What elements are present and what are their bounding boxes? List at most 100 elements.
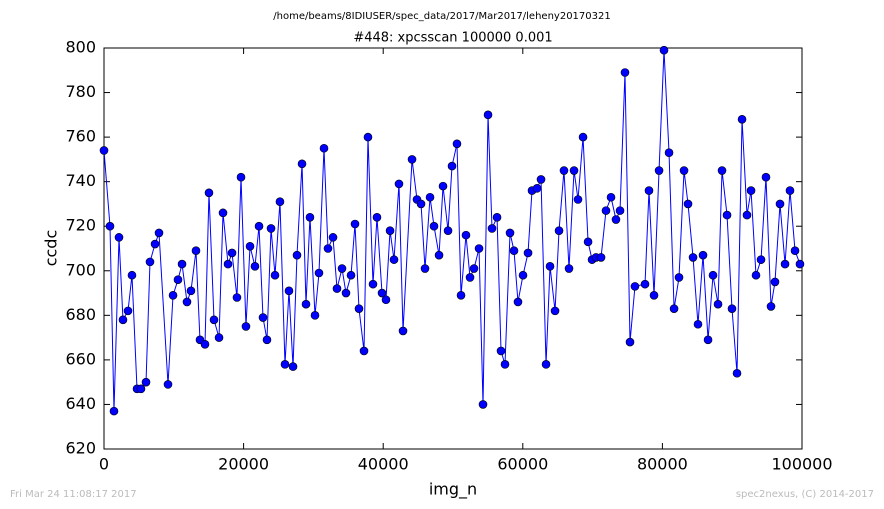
data-point xyxy=(266,224,276,233)
data-point xyxy=(118,315,128,325)
data-point xyxy=(708,270,718,280)
data-point xyxy=(284,286,294,296)
data-point xyxy=(359,346,369,356)
suptitle: /home/beams/8IDIUSER/spec_data/2017/Mar2… xyxy=(273,11,610,22)
data-point xyxy=(385,226,395,235)
data-point xyxy=(615,206,625,215)
data-point xyxy=(232,293,242,302)
data-point xyxy=(461,230,471,240)
data-point xyxy=(654,166,664,175)
x-axis-label: img_n xyxy=(429,480,477,500)
data-point xyxy=(323,244,333,253)
data-point xyxy=(683,199,693,209)
footer-left: Fri Mar 24 11:08:17 2017 xyxy=(10,489,137,500)
data-point xyxy=(554,226,564,235)
data-point xyxy=(114,233,124,242)
data-point xyxy=(474,244,484,253)
data-point xyxy=(469,264,479,273)
data-point xyxy=(275,197,285,207)
data-point xyxy=(438,181,448,191)
data-point xyxy=(223,259,233,269)
data-point xyxy=(332,284,342,293)
data-point xyxy=(509,246,519,256)
data-point xyxy=(578,132,588,142)
data-point xyxy=(601,206,611,215)
data-point xyxy=(722,210,732,220)
y-tick-label: 800 xyxy=(65,38,96,57)
data-point xyxy=(310,311,320,320)
data-point xyxy=(669,304,679,313)
data-point xyxy=(742,210,752,220)
y-tick-label: 740 xyxy=(65,171,96,190)
data-point xyxy=(297,159,307,169)
x-tick-label: 20000 xyxy=(218,455,269,474)
data-point xyxy=(186,286,196,296)
data-point xyxy=(443,226,453,235)
data-point xyxy=(452,139,462,149)
data-point xyxy=(456,290,466,300)
y-tick-label: 680 xyxy=(65,305,96,324)
data-point xyxy=(416,199,426,209)
data-point xyxy=(606,192,616,202)
data-point xyxy=(394,179,404,189)
data-point xyxy=(363,132,373,142)
data-point xyxy=(109,406,119,416)
data-point xyxy=(245,241,255,251)
data-point xyxy=(790,246,800,256)
data-point xyxy=(301,299,311,309)
data-point xyxy=(434,250,444,260)
data-point xyxy=(500,360,510,369)
x-tick-label: 60000 xyxy=(497,455,548,474)
data-point xyxy=(227,248,237,258)
data-point xyxy=(389,255,399,264)
data-point xyxy=(625,337,635,347)
data-point xyxy=(254,221,264,231)
data-point xyxy=(328,233,338,242)
data-point xyxy=(761,172,771,182)
data-point xyxy=(407,155,417,164)
data-point xyxy=(483,110,493,120)
data-point xyxy=(377,288,387,298)
data-point xyxy=(659,45,669,55)
data-point xyxy=(545,262,555,271)
x-tick-label: 100000 xyxy=(771,455,832,474)
data-point xyxy=(751,270,761,280)
data-point xyxy=(182,297,192,307)
data-point xyxy=(523,248,533,258)
data-point xyxy=(337,264,347,273)
data-point xyxy=(780,259,790,269)
data-line xyxy=(103,50,801,412)
data-point xyxy=(346,270,356,280)
data-point xyxy=(341,288,351,298)
data-point xyxy=(314,268,324,278)
data-point xyxy=(611,215,621,224)
data-point xyxy=(536,175,546,184)
data-point xyxy=(465,273,475,282)
x-tick-label: 0 xyxy=(99,455,109,474)
data-point xyxy=(150,239,160,249)
data-point xyxy=(795,259,805,269)
data-point xyxy=(105,221,115,231)
data-point xyxy=(258,313,268,322)
data-point xyxy=(573,195,583,204)
data-point xyxy=(218,208,228,218)
data-point xyxy=(550,306,560,316)
data-point xyxy=(564,264,574,273)
data-point xyxy=(679,166,689,175)
data-point xyxy=(698,250,708,260)
data-point xyxy=(785,186,795,195)
data-point xyxy=(775,199,785,209)
x-tick-label: 40000 xyxy=(358,455,409,474)
data-point xyxy=(209,315,219,325)
data-point xyxy=(354,304,364,313)
data-point xyxy=(620,68,630,77)
data-point xyxy=(177,259,187,269)
data-point xyxy=(241,322,251,331)
data-point xyxy=(425,192,435,202)
data-point xyxy=(756,255,766,264)
data-point xyxy=(141,377,151,387)
data-point xyxy=(280,360,290,369)
data-point xyxy=(746,186,756,195)
data-point xyxy=(518,270,528,280)
